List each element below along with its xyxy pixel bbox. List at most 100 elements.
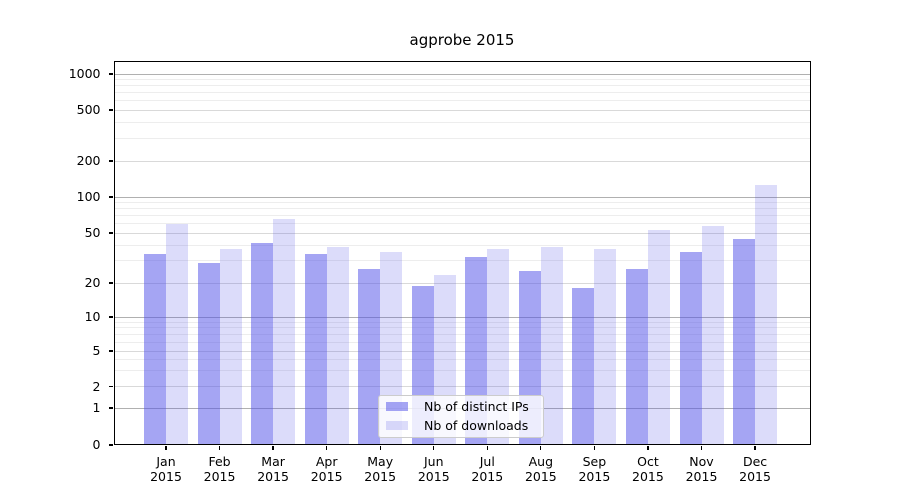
y-tick-label: 500 xyxy=(76,102,101,117)
gridline-minor xyxy=(113,121,811,123)
x-tick-label-sep: Sep 2015 xyxy=(562,454,626,484)
bar-feb-distinct-ips xyxy=(197,262,220,445)
x-tick-label-aug: Aug 2015 xyxy=(509,454,573,484)
y-tick-label: 2 xyxy=(92,378,101,394)
y-tick-mark xyxy=(108,109,113,111)
legend-item-distinct-ips: Nb of distinct IPs xyxy=(386,399,535,415)
x-tick-mark xyxy=(379,446,381,450)
gridline-minor xyxy=(113,260,811,262)
gridline-minor xyxy=(113,201,811,203)
y-tick-label: 1 xyxy=(92,400,101,415)
x-tick-year: 2015 xyxy=(203,469,236,484)
gridline-major xyxy=(113,73,811,75)
x-tick-mark xyxy=(700,446,703,450)
x-tick-year: 2015 xyxy=(685,469,718,484)
y-tick-mark xyxy=(108,407,113,409)
x-tick-month: Dec xyxy=(742,454,768,469)
x-tick-year: 2015 xyxy=(257,469,289,484)
gridline-labeled xyxy=(113,386,811,387)
y-tick-label: 50 xyxy=(84,225,101,240)
x-tick-month: Jun xyxy=(423,454,444,469)
x-tick-mark xyxy=(486,446,488,450)
x-tick-label-jan: Jan 2015 xyxy=(134,454,198,484)
gridline-labeled xyxy=(113,350,811,352)
x-tick-month: Jul xyxy=(479,454,495,469)
x-tick-year: 2015 xyxy=(632,469,664,484)
gridline-minor xyxy=(113,333,811,335)
plot-area xyxy=(113,61,811,445)
y-tick-label: 100 xyxy=(76,189,101,204)
x-tick-label-oct: Oct 2015 xyxy=(616,454,680,484)
x-tick-month: May xyxy=(367,454,394,469)
x-tick-month: Apr xyxy=(315,454,338,469)
x-tick-month: Feb xyxy=(208,454,231,469)
legend-swatch-downloads xyxy=(386,421,408,430)
chart-title: agprobe 2015 xyxy=(409,31,515,49)
x-tick-year: 2015 xyxy=(150,469,182,484)
x-tick-mark xyxy=(433,446,435,450)
x-tick-mark xyxy=(272,446,274,450)
y-tick-label: 0 xyxy=(92,437,101,452)
bar-oct-downloads xyxy=(647,229,670,445)
gridline-minor xyxy=(113,341,811,343)
legend-item-downloads: Nb of downloads xyxy=(386,418,535,434)
bar-may-distinct-ips xyxy=(358,268,381,445)
legend: Nb of distinct IPs Nb of downloads xyxy=(378,394,544,438)
x-tick-mark xyxy=(754,446,756,450)
legend-swatch-distinct-ips xyxy=(386,402,408,411)
y-tick-mark xyxy=(108,444,113,446)
x-tick-month: Nov xyxy=(689,454,714,469)
x-tick-label-dec: Dec 2015 xyxy=(723,454,787,484)
x-tick-mark xyxy=(218,446,221,450)
y-tick-label: 200 xyxy=(76,153,101,168)
bar-nov-downloads xyxy=(701,226,724,445)
gridline-minor xyxy=(113,100,811,102)
gridline-minor xyxy=(113,85,811,87)
gridline-minor xyxy=(113,370,811,372)
bar-aug-downloads xyxy=(540,246,563,445)
bar-jan-distinct-ips xyxy=(144,254,166,445)
gridline-labeled xyxy=(113,160,811,162)
bar-apr-distinct-ips xyxy=(304,254,327,445)
gridline-minor xyxy=(113,327,811,329)
x-tick-year: 2015 xyxy=(417,469,450,484)
y-tick-mark xyxy=(108,196,113,198)
x-tick-month: Sep xyxy=(582,454,607,469)
x-tick-label-jun: Jun 2015 xyxy=(402,454,466,484)
y-tick-label: 20 xyxy=(84,275,101,290)
gridline-minor xyxy=(113,321,811,323)
x-tick-year: 2015 xyxy=(739,469,771,484)
x-tick-label-jul: Jul 2015 xyxy=(455,454,519,484)
gridline-minor xyxy=(113,92,811,94)
x-tick-label-nov: Nov 2015 xyxy=(670,454,734,484)
x-tick-year: 2015 xyxy=(471,469,504,484)
x-tick-year: 2015 xyxy=(310,469,343,484)
bar-sep-downloads xyxy=(594,249,617,445)
y-tick-mark xyxy=(108,350,113,352)
y-tick-mark xyxy=(108,316,113,318)
gridline-minor xyxy=(113,78,811,80)
gridline-labeled xyxy=(113,109,811,111)
x-tick-month: Aug xyxy=(528,454,554,469)
bar-apr-downloads xyxy=(326,246,349,445)
gridline-minor xyxy=(113,244,811,246)
y-tick-mark xyxy=(108,385,113,388)
y-tick-label: 5 xyxy=(92,343,101,358)
x-tick-mark xyxy=(165,446,167,450)
gridline-minor xyxy=(113,223,811,225)
bar-mar-distinct-ips xyxy=(251,242,274,445)
x-tick-label-mar: Mar 2015 xyxy=(241,454,305,484)
x-tick-month: Jan xyxy=(156,454,176,469)
gridline-major xyxy=(113,196,811,198)
x-tick-year: 2015 xyxy=(524,469,557,484)
bar-jan-downloads xyxy=(166,223,188,445)
x-tick-label-feb: Feb 2015 xyxy=(188,454,252,484)
x-tick-mark xyxy=(647,446,649,450)
legend-label-distinct-ips: Nb of distinct IPs xyxy=(424,399,529,414)
y-tick-label: 1000 xyxy=(68,66,101,81)
bar-dec-distinct-ips xyxy=(733,238,756,445)
x-tick-year: 2015 xyxy=(578,469,611,484)
y-tick-mark xyxy=(108,160,113,162)
gridline-minor xyxy=(113,359,811,361)
